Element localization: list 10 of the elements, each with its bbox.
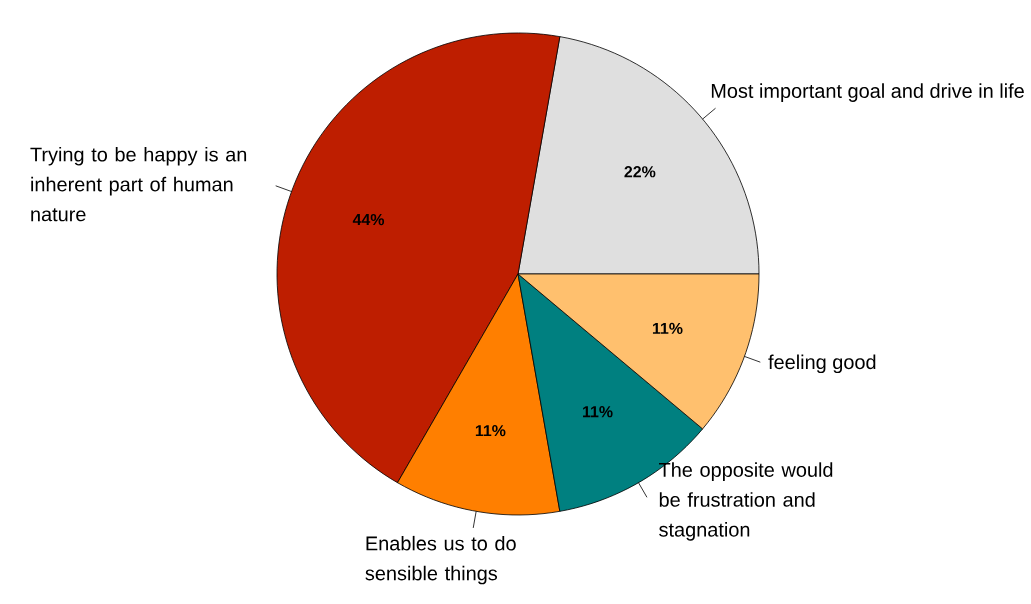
data-label: 11% bbox=[652, 322, 683, 334]
legend-label: Trying to be happy is an inherent part of human nature bbox=[30, 146, 247, 222]
slice-label: Enables us to do sensible things bbox=[365, 535, 516, 585]
slice-label: feeling good bbox=[768, 354, 876, 374]
data-label: 44% bbox=[352, 213, 385, 226]
data-label: 22% bbox=[624, 166, 656, 178]
slice-label: The opposite would be frustration and stagnation bbox=[659, 462, 833, 541]
slice-label: Most important goal and drive in life bbox=[711, 83, 1024, 102]
data-label: 11% bbox=[475, 425, 506, 437]
data-label: 11% bbox=[583, 406, 613, 418]
